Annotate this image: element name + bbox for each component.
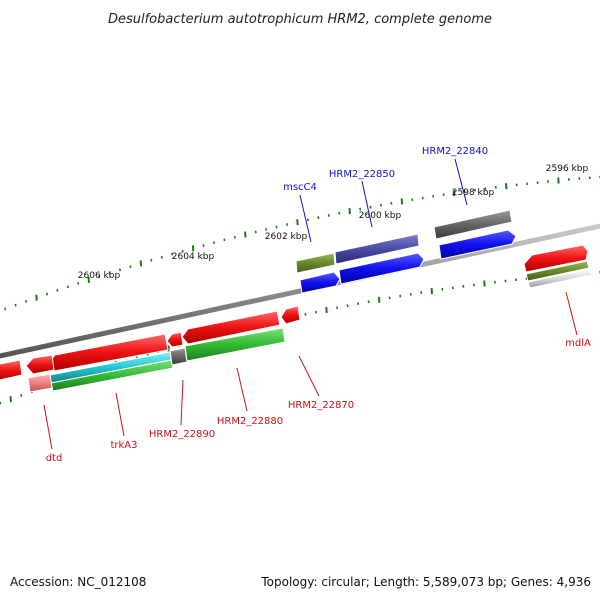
label-trkA3: trkA3 (110, 440, 137, 451)
label-HRM2_22840: HRM2_22840 (422, 146, 488, 157)
connector-HRM2_22840 (454, 158, 468, 206)
label-HRM2_22880: HRM2_22880 (217, 416, 283, 427)
label-mscC4: mscC4 (283, 182, 317, 193)
connector-trkA3 (115, 392, 125, 437)
summary-text: Topology: circular; Length: 5,589,073 bp… (260, 575, 591, 589)
gene-mscC4 (295, 252, 336, 274)
label-HRM2_22850: HRM2_22850 (329, 169, 395, 180)
tick-label-2604: 2604 kbp (172, 252, 215, 262)
gene-HRM2_22850 (334, 233, 420, 265)
gene-HRM2_22870 (280, 305, 301, 325)
gene-labels-bottom: mdlA HRM2_22870 HRM2_22880 HRM2_22890 tr… (46, 338, 591, 464)
gene-mdlA (523, 244, 589, 273)
tick-label-2602: 2602 kbp (265, 232, 308, 242)
connector-HRM2_22880 (236, 367, 248, 412)
genome-backbone (0, 223, 600, 359)
label-mdlA: mdlA (565, 338, 591, 349)
label-HRM2_22890: HRM2_22890 (149, 429, 215, 440)
gene-red-edge (0, 359, 23, 381)
gene-blue-forward-3 (438, 229, 517, 260)
genes-forward-strand (295, 209, 517, 294)
gene-mdlA-olive (525, 260, 590, 282)
tick-marks-top (4, 175, 600, 311)
gene-blue-forward-1 (299, 271, 341, 294)
tick-label-2596: 2596 kbp (546, 164, 589, 174)
tick-label-2600: 2600 kbp (359, 211, 402, 221)
label-dtd: dtd (46, 453, 63, 464)
label-connectors (43, 158, 578, 450)
gene-HRM2_22880 (181, 310, 281, 345)
gene-red-small (166, 331, 184, 348)
connector-HRM2_22850 (361, 180, 373, 228)
connector-dtd (43, 404, 53, 450)
connector-HRM2_22870 (298, 355, 320, 397)
connector-HRM2_22890 (180, 379, 184, 426)
gene-dtd-pink (27, 373, 53, 393)
gene-HRM2_22890 (169, 347, 188, 366)
genes-reverse-strand (0, 244, 593, 393)
tick-label-2598: 2598 kbp (452, 188, 495, 198)
connector-mdlA (565, 291, 578, 336)
gene-labels-top: mscC4 HRM2_22850 HRM2_22840 (283, 146, 488, 193)
gene-dtd (25, 354, 55, 375)
kbp-labels: 2596 kbp 2598 kbp 2600 kbp 2602 kbp 2604… (78, 164, 589, 281)
gene-HRM2_22840 (433, 209, 513, 240)
accession-text: Accession: NC_012108 (10, 575, 146, 589)
connector-mscC4 (299, 194, 312, 243)
label-HRM2_22870: HRM2_22870 (288, 400, 354, 411)
tick-label-2606: 2606 kbp (78, 271, 121, 281)
gene-mdlA-gray (527, 268, 593, 289)
gene-blue-forward-2 (338, 252, 425, 285)
map-title: Desulfobacterium autotrophicum HRM2, com… (108, 12, 492, 27)
